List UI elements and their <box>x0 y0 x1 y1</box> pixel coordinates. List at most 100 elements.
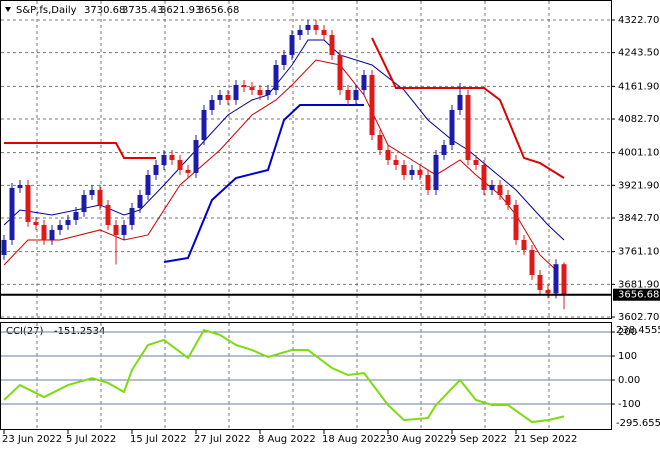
y-tick-label: 4082.70 <box>618 114 659 125</box>
candle-body <box>169 154 175 161</box>
candle-body <box>361 74 367 91</box>
main-plot <box>1 1 611 318</box>
candle-body <box>505 194 511 205</box>
candle-body <box>305 24 311 30</box>
candle-body <box>137 194 143 208</box>
candle-body <box>161 154 167 165</box>
x-tick-label: 15 Jul 2022 <box>130 434 187 445</box>
y-tick-label: 3921.90 <box>618 180 659 191</box>
candle-body <box>9 187 15 240</box>
candle-body <box>73 211 79 220</box>
y-tick-label: 3761.10 <box>618 247 659 258</box>
candle-body <box>49 229 55 240</box>
candle-body <box>57 224 63 230</box>
candle-body <box>337 54 343 91</box>
candle-body <box>41 224 47 240</box>
candle-body <box>129 207 135 225</box>
indicator-line <box>163 103 364 263</box>
y-tick-label: 3842.70 <box>618 213 659 224</box>
candle-body <box>537 274 543 290</box>
y-tick-label: 200 <box>618 327 637 338</box>
candle-body <box>329 35 335 55</box>
candle-body <box>425 174 431 190</box>
x-tick-label: 8 Aug 2022 <box>258 434 316 445</box>
candle-body <box>433 154 439 190</box>
y-tick-label: 4161.90 <box>618 81 659 92</box>
cci-min-label: -295.6555 <box>616 418 660 429</box>
x-tick-label: 30 Aug 2022 <box>386 434 450 445</box>
candle-body <box>113 224 119 235</box>
y-tick-label: 4001.10 <box>618 148 659 159</box>
candle-body <box>177 160 183 170</box>
candle-body <box>65 219 71 225</box>
candle-body <box>81 194 87 212</box>
candle-body <box>209 99 215 111</box>
candle-body <box>105 204 111 225</box>
candle-body <box>273 65 279 91</box>
y-tick-label: 0.00 <box>618 375 640 386</box>
candle-body <box>369 74 375 136</box>
candle-body <box>33 221 39 225</box>
candle-body <box>345 90 351 100</box>
y-tick-label: 4243.50 <box>618 48 659 59</box>
x-tick-label: 9 Sep 2022 <box>450 434 507 445</box>
candle-body <box>457 94 463 111</box>
candle-body <box>17 185 23 188</box>
candle-body <box>241 85 247 88</box>
candle-body <box>473 160 479 165</box>
y-tick-label: 3681.90 <box>618 279 659 290</box>
y-tick-label: 3602.70 <box>618 312 659 323</box>
candle-body <box>449 110 455 145</box>
candle-body <box>497 185 503 195</box>
candle-body <box>377 135 383 150</box>
x-tick-label: 21 Sep 2022 <box>514 434 577 445</box>
candle-body <box>249 87 255 91</box>
candle-body <box>393 160 399 165</box>
x-tick-label: 18 Aug 2022 <box>322 434 386 445</box>
cci-plot <box>1 323 611 429</box>
candle-body <box>409 169 415 175</box>
chart-title: S&P,fs,Daily <box>16 5 77 16</box>
candle-body <box>417 169 423 175</box>
indicator-line <box>3 328 565 424</box>
symbol-marker <box>5 7 11 12</box>
candle-body <box>513 204 519 240</box>
candle-body <box>1 239 7 255</box>
candle-body <box>313 24 319 30</box>
candle-body <box>529 249 535 275</box>
candle-body <box>121 224 127 235</box>
candle-body <box>257 90 263 95</box>
x-tick-label: 27 Jul 2022 <box>194 434 251 445</box>
cci-panel-frame <box>0 322 612 430</box>
y-tick-label: 4322.70 <box>618 15 659 26</box>
header-high: 3735.43 <box>122 5 163 16</box>
header-close: 3656.68 <box>198 5 239 16</box>
candle-body <box>353 90 359 100</box>
candle-body <box>489 185 495 190</box>
candle-body <box>233 85 239 100</box>
cci-last-value: -151.2534 <box>54 326 105 337</box>
candle-body <box>265 90 271 95</box>
candle-body <box>385 149 391 161</box>
candle-body <box>289 35 295 55</box>
candle-body <box>97 189 103 205</box>
candle-body <box>153 164 159 175</box>
header-low: 3621.93 <box>160 5 201 16</box>
indicator-line <box>4 37 565 179</box>
candle-body <box>225 94 231 100</box>
candle-body <box>297 29 303 36</box>
candle-body <box>201 110 207 140</box>
candle-body <box>321 29 327 36</box>
candle-body <box>561 264 567 295</box>
candle-body <box>441 144 447 155</box>
candle-body <box>481 164 487 190</box>
x-tick-label: 23 Jun 2022 <box>2 434 62 445</box>
candle-body <box>553 264 559 294</box>
cci-title: CCI(27) <box>6 326 44 337</box>
candle-body <box>281 54 287 66</box>
main-panel-frame <box>0 0 612 319</box>
candle-body <box>465 94 471 161</box>
candle-body <box>89 189 95 195</box>
